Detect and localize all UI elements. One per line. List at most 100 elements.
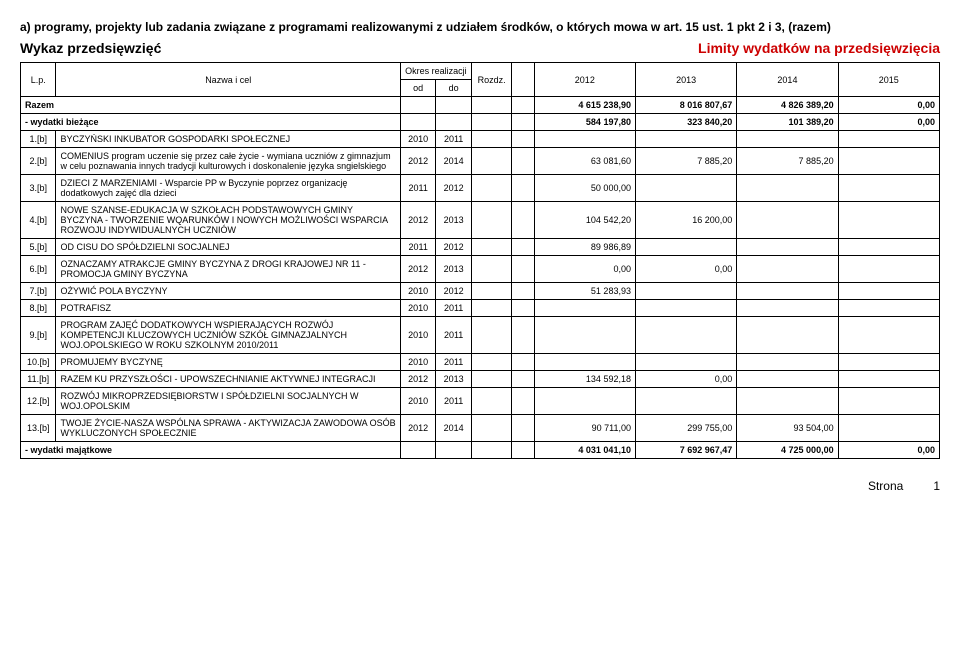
cell-value: 0,00	[838, 442, 939, 459]
cell-lp: 12.[b]	[21, 388, 56, 415]
cell-lp: 1.[b]	[21, 131, 56, 148]
cell-do: 2011	[436, 354, 471, 371]
cell-lp: 11.[b]	[21, 371, 56, 388]
cell-lp: 7.[b]	[21, 283, 56, 300]
th-nazwa: Nazwa i cel	[56, 63, 400, 97]
cell-spacer	[512, 317, 534, 354]
cell-section-label: - wydatki majątkowe	[21, 442, 401, 459]
cell-lp: 3.[b]	[21, 175, 56, 202]
cell-value: 299 755,00	[635, 415, 736, 442]
cell-od: 2010	[400, 388, 435, 415]
cell-nazwa: PROMUJEMY BYCZYNĘ	[56, 354, 400, 371]
cell-rozdz	[471, 317, 512, 354]
cell-value: 4 615 238,90	[534, 97, 635, 114]
cell-do: 2012	[436, 239, 471, 256]
table-row: 12.[b]ROZWÓJ MIKROPRZEDSIĘBIORSTW I SPÓŁ…	[21, 388, 940, 415]
cell-rozdz	[471, 175, 512, 202]
th-2012: 2012	[534, 63, 635, 97]
header-line-a: a) programy, projekty lub zadania związa…	[20, 20, 940, 34]
cell-nazwa: PROGRAM ZAJĘĆ DODATKOWYCH WSPIERAJĄCYCH …	[56, 317, 400, 354]
cell-value: 63 081,60	[534, 148, 635, 175]
table-row: 1.[b]BYCZYŃSKI INKUBATOR GOSPODARKI SPOŁ…	[21, 131, 940, 148]
cell-spacer	[512, 300, 534, 317]
cell-od	[400, 442, 435, 459]
table-row: - wydatki majątkowe4 031 041,107 692 967…	[21, 442, 940, 459]
cell-od	[400, 114, 435, 131]
th-do: do	[436, 80, 471, 97]
table-row: 6.[b]OZNACZAMY ATRAKCJE GMINY BYCZYNA Z …	[21, 256, 940, 283]
th-2014: 2014	[737, 63, 838, 97]
cell-value: 16 200,00	[635, 202, 736, 239]
header-limity: Limity wydatków na przedsięwzięcia	[698, 40, 940, 56]
cell-nazwa: POTRAFISZ	[56, 300, 400, 317]
cell-do: 2011	[436, 388, 471, 415]
cell-value	[838, 300, 939, 317]
table-row: 9.[b]PROGRAM ZAJĘĆ DODATKOWYCH WSPIERAJĄ…	[21, 317, 940, 354]
cell-lp: 9.[b]	[21, 317, 56, 354]
cell-od: 2011	[400, 175, 435, 202]
table-row: 7.[b]OŻYWIĆ POLA BYCZYNY2010201251 283,9…	[21, 283, 940, 300]
table-row: 13.[b]TWOJE ŻYCIE-NASZA WSPÓLNA SPRAWA -…	[21, 415, 940, 442]
table-row: - wydatki bieżące584 197,80323 840,20101…	[21, 114, 940, 131]
cell-nazwa: ROZWÓJ MIKROPRZEDSIĘBIORSTW I SPÓŁDZIELN…	[56, 388, 400, 415]
cell-rozdz	[471, 442, 512, 459]
cell-rozdz	[471, 131, 512, 148]
cell-value	[838, 256, 939, 283]
cell-lp: 5.[b]	[21, 239, 56, 256]
cell-spacer	[512, 131, 534, 148]
cell-rozdz	[471, 415, 512, 442]
cell-do: 2012	[436, 283, 471, 300]
cell-rozdz	[471, 256, 512, 283]
cell-do: 2011	[436, 131, 471, 148]
th-rozdz: Rozdz.	[471, 63, 512, 97]
cell-value	[838, 283, 939, 300]
cell-od: 2012	[400, 148, 435, 175]
cell-do	[436, 114, 471, 131]
cell-value	[635, 283, 736, 300]
cell-lp: 10.[b]	[21, 354, 56, 371]
cell-lp: 6.[b]	[21, 256, 56, 283]
cell-value: 90 711,00	[534, 415, 635, 442]
cell-value	[737, 202, 838, 239]
cell-do: 2013	[436, 371, 471, 388]
cell-lp: 4.[b]	[21, 202, 56, 239]
cell-value	[838, 175, 939, 202]
cell-rozdz	[471, 114, 512, 131]
cell-value: 8 016 807,67	[635, 97, 736, 114]
cell-value	[737, 256, 838, 283]
cell-nazwa: OD CISU DO SPÓŁDZIELNI SOCJALNEJ	[56, 239, 400, 256]
cell-do: 2012	[436, 175, 471, 202]
cell-value	[737, 131, 838, 148]
cell-spacer	[512, 239, 534, 256]
cell-spacer	[512, 97, 534, 114]
cell-value: 0,00	[534, 256, 635, 283]
cell-value	[534, 317, 635, 354]
cell-rozdz	[471, 388, 512, 415]
footer-page: 1	[933, 479, 940, 493]
cell-nazwa: DZIECI Z MARZENIAMI - Wsparcie PP w Bycz…	[56, 175, 400, 202]
cell-lp: 13.[b]	[21, 415, 56, 442]
cell-value: 134 592,18	[534, 371, 635, 388]
cell-do: 2013	[436, 256, 471, 283]
cell-value	[635, 354, 736, 371]
cell-value	[534, 354, 635, 371]
th-lp: L.p.	[21, 63, 56, 97]
cell-od: 2010	[400, 354, 435, 371]
cell-value	[635, 131, 736, 148]
cell-value: 51 283,93	[534, 283, 635, 300]
cell-value: 0,00	[635, 256, 736, 283]
cell-rozdz	[471, 148, 512, 175]
cell-spacer	[512, 202, 534, 239]
cell-value	[838, 317, 939, 354]
table-row: Razem4 615 238,908 016 807,674 826 389,2…	[21, 97, 940, 114]
cell-do: 2011	[436, 300, 471, 317]
cell-value: 4 725 000,00	[737, 442, 838, 459]
cell-spacer	[512, 175, 534, 202]
table-row: 11.[b]RAZEM KU PRZYSZŁOŚCI - UPOWSZECHNI…	[21, 371, 940, 388]
cell-value	[737, 175, 838, 202]
cell-spacer	[512, 283, 534, 300]
cell-nazwa: BYCZYŃSKI INKUBATOR GOSPODARKI SPOŁECZNE…	[56, 131, 400, 148]
cell-rozdz	[471, 239, 512, 256]
cell-value	[838, 202, 939, 239]
cell-value	[635, 175, 736, 202]
